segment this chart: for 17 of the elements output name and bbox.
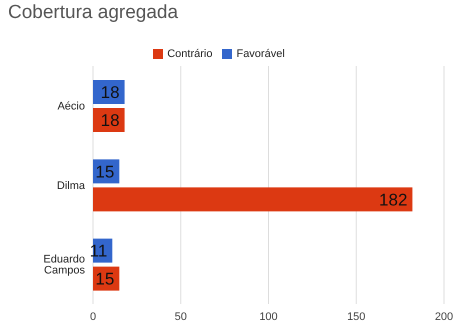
x-tick-label: 200 [434,310,454,323]
y-tick-label: Dilma [56,180,86,192]
bar [93,187,412,212]
legend-label: Favorável [236,48,285,60]
data-label: 15 [95,270,114,289]
chart-title: Cobertura agregada [8,2,178,24]
legend-label: Contrário [167,48,212,60]
y-tick-label: Eduardo Campos [43,254,86,277]
x-tick-label: 100 [259,310,278,323]
x-tick-label: 0 [90,310,96,323]
x-tick-label: 150 [347,310,366,323]
data-label: 18 [100,83,120,102]
data-label: 18 [100,111,120,130]
y-tick-label: Aécio [57,100,85,113]
data-label: 182 [379,190,408,210]
data-label: 15 [95,162,114,182]
x-tick-label: 50 [174,310,187,323]
